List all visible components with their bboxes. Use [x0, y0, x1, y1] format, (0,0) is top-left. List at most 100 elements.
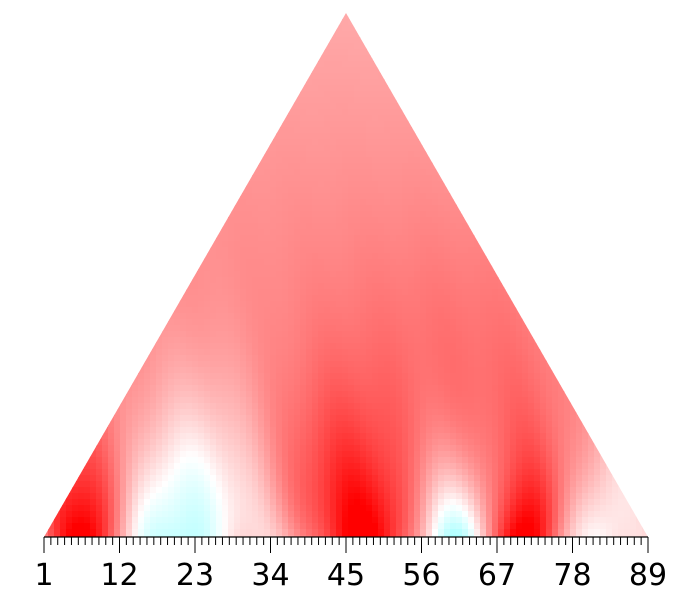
heatmap-cell — [216, 313, 223, 320]
heatmap-cell — [288, 199, 295, 206]
heatmap-cell — [510, 349, 517, 356]
heatmap-cell — [594, 469, 601, 476]
heatmap-cell — [384, 331, 391, 338]
heatmap-cell — [528, 475, 535, 482]
heatmap-cell — [426, 223, 433, 230]
heatmap-cell — [366, 97, 373, 104]
heatmap-cell — [306, 61, 313, 68]
heatmap-cell — [372, 451, 379, 458]
heatmap-cell — [348, 361, 355, 368]
heatmap-cell — [384, 487, 391, 494]
heatmap-cell — [228, 313, 235, 320]
heatmap-cell — [480, 529, 487, 536]
heatmap-cell — [402, 463, 409, 470]
heatmap-cell — [174, 397, 181, 404]
heatmap-cell — [174, 427, 181, 434]
heatmap-cell — [252, 199, 259, 206]
heatmap-cell — [414, 535, 421, 537]
heatmap-cell — [516, 433, 523, 440]
heatmap-cell — [324, 205, 331, 212]
heatmap-cell — [402, 265, 409, 272]
heatmap-cell — [432, 157, 439, 164]
heatmap-cell — [270, 211, 277, 218]
heatmap-cell — [306, 259, 313, 266]
heatmap-cell — [540, 463, 547, 470]
heatmap-cell — [330, 103, 337, 110]
heatmap-cell — [510, 493, 517, 500]
heatmap-cell — [492, 271, 499, 278]
heatmap-cell — [270, 481, 277, 488]
heatmap-cell — [450, 241, 457, 248]
heatmap-cell — [366, 325, 373, 332]
heatmap-cell — [486, 391, 493, 398]
heatmap-cell — [252, 247, 259, 254]
heatmap-cell — [276, 223, 283, 230]
heatmap-cell — [342, 481, 349, 488]
heatmap-cell — [426, 247, 433, 254]
heatmap-cell — [324, 133, 331, 140]
heatmap-cell — [624, 535, 631, 537]
heatmap-cell — [468, 229, 475, 236]
heatmap-cell — [480, 463, 487, 470]
heatmap-cell — [180, 481, 187, 488]
heatmap-cell — [264, 187, 271, 194]
heatmap-cell — [204, 409, 211, 416]
heatmap-cell — [186, 307, 193, 314]
heatmap-cell — [540, 433, 547, 440]
heatmap-cell — [582, 529, 589, 536]
heatmap-cell — [624, 493, 631, 500]
heatmap-cell — [216, 223, 223, 230]
heatmap-cell — [378, 133, 385, 140]
heatmap-cell — [216, 415, 223, 422]
heatmap-cell — [372, 253, 379, 260]
heatmap-cell — [378, 241, 385, 248]
heatmap-cell — [324, 325, 331, 332]
heatmap-cell — [540, 523, 547, 530]
heatmap-cell — [330, 409, 337, 416]
heatmap-cell — [318, 337, 325, 344]
heatmap-cell — [312, 121, 319, 128]
heatmap-cell — [390, 343, 397, 350]
heatmap-cell — [270, 235, 277, 242]
heatmap-cell — [258, 451, 265, 458]
heatmap-cell — [498, 295, 505, 302]
heatmap-cell — [552, 427, 559, 434]
heatmap-cell — [90, 535, 97, 537]
heatmap-cell — [162, 475, 169, 482]
heatmap-cell — [540, 397, 547, 404]
heatmap-cell — [336, 265, 343, 272]
heatmap-cell — [204, 397, 211, 404]
heatmap-cell — [522, 487, 529, 494]
heatmap-cell — [414, 325, 421, 332]
heatmap-cell — [180, 415, 187, 422]
heatmap-cell — [180, 379, 187, 386]
heatmap-cell — [336, 181, 343, 188]
heatmap-cell — [378, 343, 385, 350]
heatmap-cell — [408, 277, 415, 284]
heatmap-cell — [474, 511, 481, 518]
heatmap-cell — [276, 259, 283, 266]
heatmap-cell — [258, 493, 265, 500]
heatmap-cell — [150, 529, 157, 536]
heatmap-cell — [624, 499, 631, 506]
heatmap-cell — [294, 97, 301, 104]
heatmap-cell — [264, 499, 271, 506]
heatmap-cell — [234, 403, 241, 410]
heatmap-cell — [156, 517, 163, 524]
heatmap-cell — [396, 445, 403, 452]
heatmap-cell — [234, 457, 241, 464]
heatmap-cell — [402, 259, 409, 266]
heatmap-cell — [294, 475, 301, 482]
heatmap-cell — [498, 331, 505, 338]
heatmap-cell — [420, 385, 427, 392]
heatmap-cell — [348, 487, 355, 494]
heatmap-cell — [426, 367, 433, 374]
heatmap-cell — [234, 499, 241, 506]
heatmap-cell — [450, 505, 457, 512]
heatmap-cell — [582, 487, 589, 494]
heatmap-cell — [414, 241, 421, 248]
heatmap-cell — [192, 343, 199, 350]
heatmap-cell — [312, 199, 319, 206]
heatmap-cell — [378, 481, 385, 488]
heatmap-cell — [450, 433, 457, 440]
